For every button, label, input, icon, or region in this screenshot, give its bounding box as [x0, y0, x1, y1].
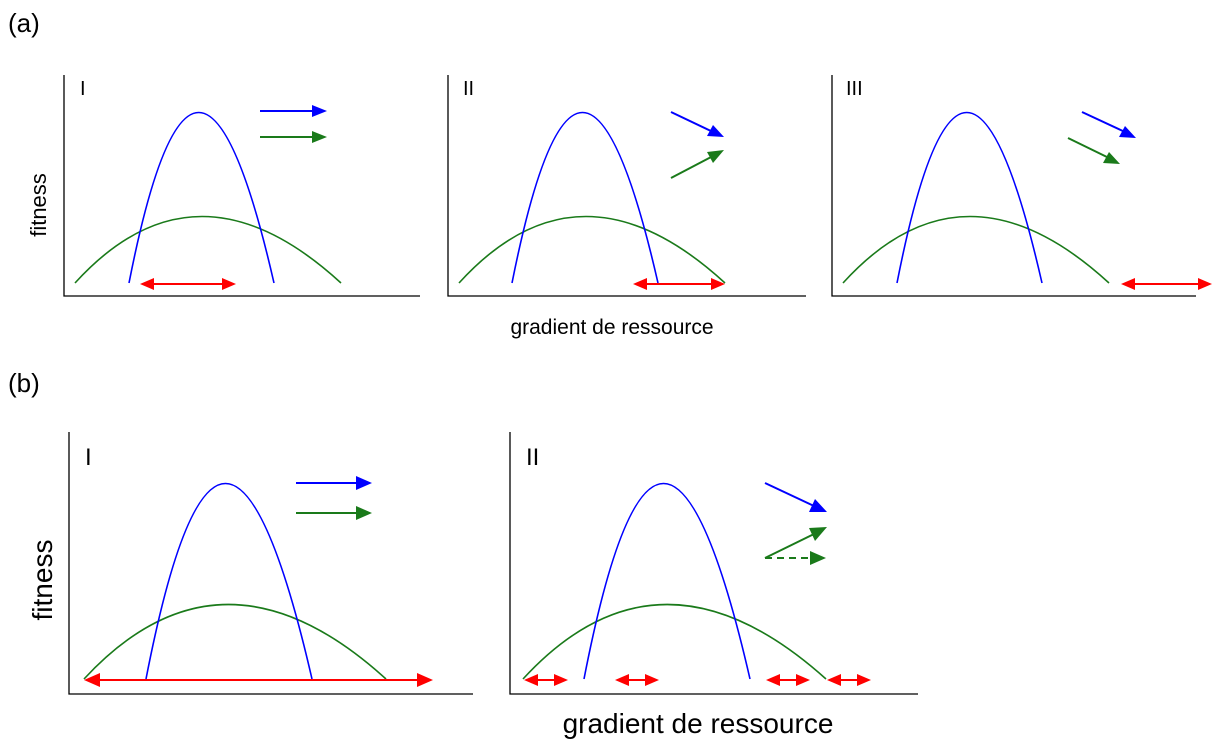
blue-fitness-curve: [145, 483, 313, 680]
part-b-xlabel: gradient de ressource: [563, 708, 834, 739]
green-arrow: [764, 527, 827, 559]
green-fitness-curve: [458, 215, 726, 284]
red-double-arrow-4: [827, 674, 871, 686]
part-a-xlabel: gradient de ressource: [510, 316, 713, 339]
blue-arrow: [764, 482, 827, 512]
green-fitness-curve: [74, 215, 342, 284]
panel-label: I: [80, 78, 86, 100]
axes: [68, 432, 473, 695]
red-double-arrow: [84, 673, 433, 687]
red-double-arrow-1: [524, 674, 568, 686]
green-arrow: [260, 131, 327, 143]
blue-fitness-curve: [511, 112, 659, 284]
blue-arrow: [296, 476, 372, 490]
blue-fitness-curve: [896, 112, 1043, 284]
blue-arrow: [1081, 111, 1136, 138]
panel-label: II: [526, 444, 539, 471]
part-b-label: (b): [8, 368, 40, 398]
red-double-arrow-3: [766, 674, 810, 686]
green-dashed-arrow: [765, 551, 826, 565]
panel-a-1: I: [63, 75, 420, 297]
red-double-arrow-2: [615, 674, 659, 686]
panel-b-2: II: [509, 432, 918, 695]
axes: [509, 432, 918, 695]
panel-label: III: [846, 78, 863, 100]
green-arrow: [1067, 137, 1120, 164]
part-a-label: (a): [8, 8, 40, 38]
green-arrow: [296, 506, 372, 520]
red-double-arrow: [633, 278, 725, 290]
blue-fitness-curve: [128, 112, 275, 284]
green-arrow: [670, 150, 724, 179]
red-double-arrow: [1121, 278, 1212, 290]
green-fitness-curve: [522, 603, 827, 680]
panel-a-3: III: [831, 75, 1212, 297]
panel-b-1: I: [68, 432, 473, 695]
red-double-arrow: [140, 278, 236, 290]
part-b-ylabel: fitness: [27, 540, 58, 621]
axes: [63, 75, 420, 297]
blue-arrow: [260, 105, 327, 117]
axes: [831, 75, 1196, 297]
green-fitness-curve: [83, 603, 387, 680]
green-fitness-curve: [842, 215, 1110, 284]
panel-label: I: [85, 444, 92, 471]
blue-arrow: [670, 111, 724, 137]
panel-a-2: II: [447, 75, 806, 297]
blue-fitness-curve: [583, 483, 751, 680]
panel-label: II: [463, 78, 474, 100]
part-a-ylabel: fitness: [26, 173, 51, 237]
axes: [447, 75, 806, 297]
